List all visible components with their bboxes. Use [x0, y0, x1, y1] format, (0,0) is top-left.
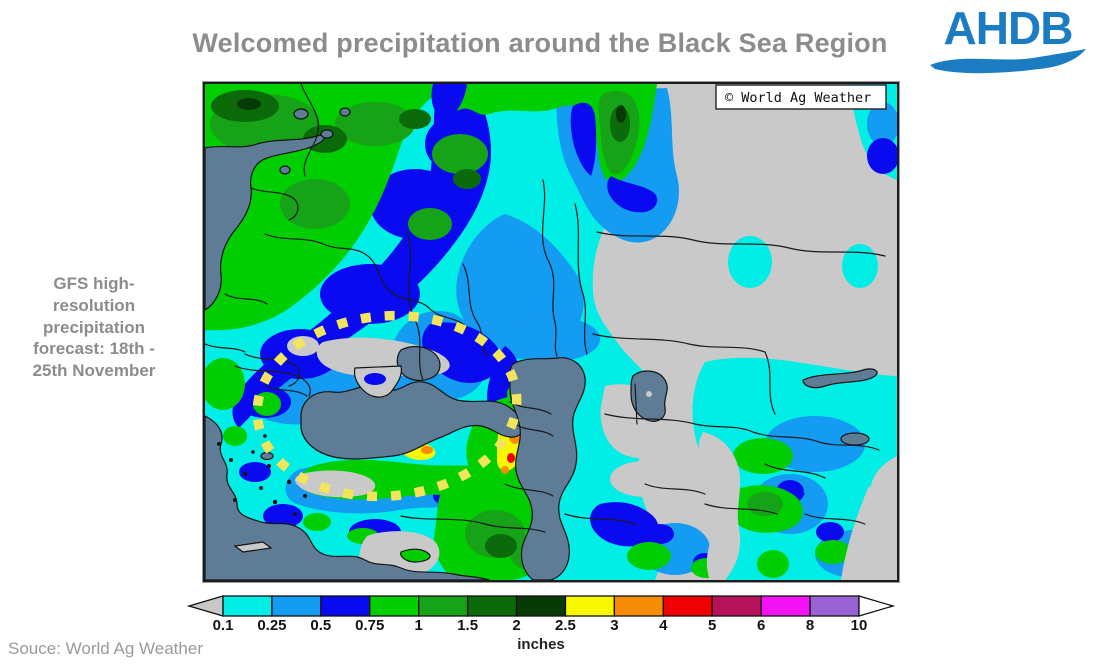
- legend-units-label: inches: [517, 636, 565, 653]
- legend-tick-label: 5: [708, 617, 717, 634]
- lake: [320, 129, 334, 139]
- legend-cell: [515, 595, 567, 617]
- ahdb-logo-wave-icon: [930, 49, 1086, 74]
- legend-cell: [613, 595, 664, 617]
- sea-caspian: [509, 357, 586, 580]
- legend-tick-label: 8: [805, 617, 815, 634]
- page-title: Welcomed precipitation around the Black …: [192, 28, 888, 58]
- map-credit-text: © World Ag Weather: [725, 90, 871, 106]
- legend-cell: [222, 595, 273, 617]
- islands: [217, 365, 652, 563]
- lake-issyk-kul: [840, 432, 870, 446]
- ahdb-logo-text: AHDB: [943, 2, 1074, 54]
- legend-tick-label: 10: [850, 617, 868, 634]
- legend-tick-label: 4: [659, 617, 668, 634]
- precip-blue-accents: [431, 84, 658, 213]
- legend-cell: [760, 595, 811, 617]
- sea-baltic: [205, 134, 325, 311]
- legend-tick-label: 0.25: [257, 617, 287, 634]
- legend-tick-label: 1.5: [457, 617, 479, 634]
- lake: [279, 165, 291, 175]
- legend-cell: [711, 595, 762, 617]
- lake: [293, 108, 309, 120]
- legend-cell: [809, 595, 860, 617]
- source-note: Souce: World Ag Weather: [8, 639, 203, 658]
- legend-tick-label: 0.5: [310, 617, 332, 634]
- lake-balkhash: [802, 368, 878, 389]
- black-sea-highlight-ellipse: [252, 310, 522, 502]
- legend-left-arrow: [186, 595, 224, 617]
- ahdb-logo: AHDB: [927, 4, 1089, 74]
- legend-cell: [564, 595, 616, 617]
- precip-green-mid-layer: [210, 90, 783, 570]
- sea-mediterranean: [205, 415, 490, 580]
- legend-cell: [418, 595, 469, 617]
- legend-cell: [466, 595, 518, 617]
- legend-tick-label: 0.75: [355, 617, 385, 634]
- sea-azov: [396, 345, 441, 382]
- legend-tick-label: 0.1: [212, 617, 234, 634]
- legend-tick-label: 2: [512, 617, 521, 634]
- legend-cell: [320, 595, 371, 617]
- forecast-annotation: GFS high- resolution precipitation forec…: [32, 274, 156, 380]
- legend-tick-label: 2.5: [555, 617, 576, 634]
- island-crete: [233, 541, 273, 553]
- precipitation-map-svg: © World Ag Weather: [205, 84, 897, 580]
- legend-tick-label: 1: [414, 617, 423, 634]
- legend-cell: [662, 595, 713, 617]
- precipitation-map: © World Ag Weather: [203, 82, 899, 582]
- legend-tick-label: 3: [610, 617, 619, 634]
- aral-island: [646, 391, 652, 397]
- aegean-islands: [217, 434, 307, 516]
- island-cyprus: [400, 548, 431, 563]
- sea-marmara: [260, 451, 274, 461]
- legend-cell: [271, 595, 322, 617]
- map-credit-box: © World Ag Weather: [715, 84, 887, 110]
- legend-color-bar: [186, 595, 896, 617]
- lake: [339, 107, 351, 117]
- legend-right-arrow: [858, 595, 896, 617]
- legend-tick-label: 6: [756, 617, 766, 634]
- country-borders: [205, 84, 886, 533]
- legend-tick-row: 0.1 0.25 0.5 0.75 1 1.5 2 2.5 3 4 5 6 8 10: [213, 617, 868, 635]
- legend-cell: [369, 595, 420, 617]
- crimea-precip-spot: [364, 373, 386, 385]
